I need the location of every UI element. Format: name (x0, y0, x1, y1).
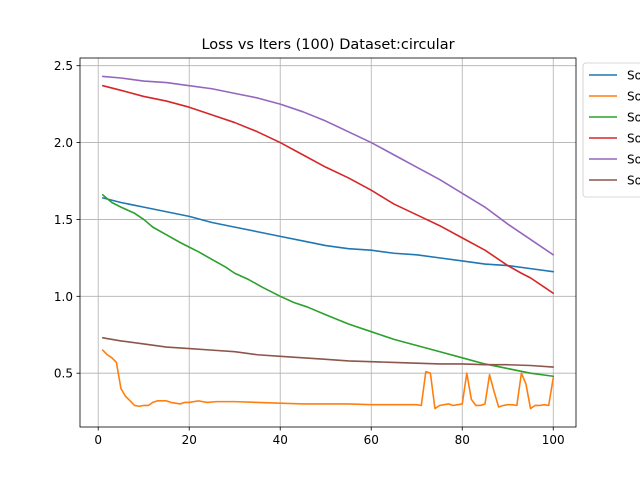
legend-label-1: So (627, 69, 640, 83)
series-line-3 (101, 194, 555, 378)
legend-label-4: So (627, 132, 640, 146)
y-axis: 0.5 1.0 1.5 2.0 2.5 (54, 59, 80, 381)
y-tick-label: 1.5 (54, 213, 73, 227)
legend-label-6: So (627, 174, 640, 188)
x-tick-label: 40 (273, 433, 288, 447)
series-line-5 (101, 75, 555, 256)
series-line-4 (101, 84, 555, 295)
legend: So So So So So So (582, 62, 640, 198)
chart-title: Loss vs Iters (100) Dataset:circular (201, 37, 454, 53)
x-tick-label: 20 (182, 433, 197, 447)
x-axis: 0 20 40 60 80 100 (94, 427, 565, 447)
y-tick-label: 1.0 (54, 290, 73, 304)
y-tick-label: 2.0 (54, 136, 73, 150)
series-line-1 (101, 197, 555, 273)
legend-label-2: So (627, 90, 640, 104)
series-lines (101, 75, 555, 410)
series-line-2 (101, 349, 555, 410)
grid-lines (80, 58, 576, 427)
x-tick-label: 100 (542, 433, 565, 447)
legend-label-5: So (627, 153, 640, 167)
legend-label-3: So (627, 111, 640, 125)
y-tick-label: 0.5 (54, 367, 73, 381)
x-tick-label: 80 (455, 433, 470, 447)
x-tick-label: 60 (364, 433, 379, 447)
x-tick-label: 0 (94, 433, 102, 447)
plot-area-frame (79, 57, 577, 428)
series-line-6 (101, 337, 555, 368)
y-tick-label: 2.5 (54, 59, 73, 73)
